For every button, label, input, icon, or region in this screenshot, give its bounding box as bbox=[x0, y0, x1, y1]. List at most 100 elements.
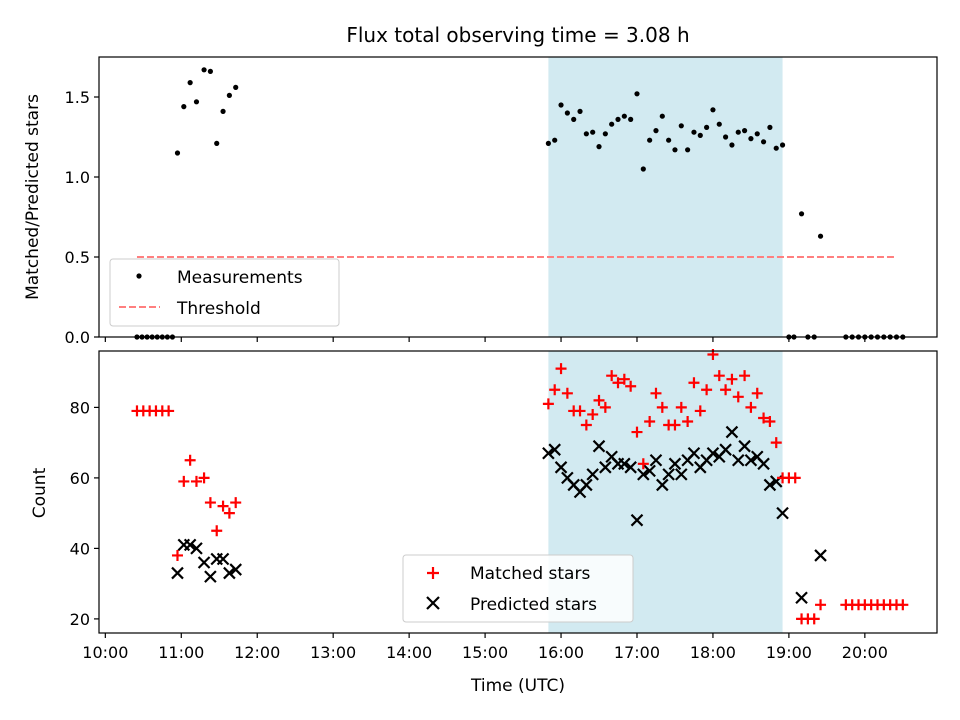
bottom-y-tick-label: 40 bbox=[70, 539, 90, 558]
matched-stars-point bbox=[644, 416, 656, 427]
matched-stars-point bbox=[606, 370, 618, 382]
measurement-point bbox=[691, 129, 697, 135]
predicted-stars-point bbox=[731, 453, 745, 467]
legend-predicted-label: Predicted stars bbox=[470, 595, 597, 615]
predicted-stars-point bbox=[763, 478, 777, 492]
measurement-point bbox=[590, 129, 596, 135]
matched-stars-point bbox=[625, 380, 637, 392]
top-y-axis-label: Matched/Predicted stars bbox=[23, 94, 43, 300]
predicted-stars-point bbox=[725, 425, 739, 439]
matched-stars-point bbox=[726, 373, 738, 385]
predicted-stars-point bbox=[738, 439, 751, 453]
measurement-point bbox=[735, 129, 741, 135]
measurement-point bbox=[602, 131, 608, 137]
x-tick-label: 11:00 bbox=[158, 643, 204, 662]
top-legend: Measurements Threshold bbox=[109, 258, 340, 327]
predicted-stars-point bbox=[719, 443, 732, 456]
matched-stars-point bbox=[694, 405, 706, 417]
measurement-point bbox=[577, 108, 583, 114]
measurement-point bbox=[779, 142, 786, 148]
bottom-y-tick-label: 20 bbox=[70, 610, 90, 629]
matched-stars-point bbox=[599, 401, 611, 413]
matched-stars-point bbox=[587, 408, 599, 420]
matched-stars-point bbox=[751, 387, 763, 399]
matched-stars-point bbox=[190, 475, 202, 487]
matched-stars-point bbox=[178, 475, 190, 487]
matched-stars-point bbox=[770, 437, 782, 449]
matched-stars-point bbox=[789, 472, 801, 484]
measurement-point bbox=[201, 67, 207, 73]
predicted-stars-point bbox=[190, 542, 203, 555]
measurement-point bbox=[233, 84, 239, 90]
matched-stars-point bbox=[669, 419, 681, 431]
measurement-point bbox=[628, 116, 634, 122]
measurement-point bbox=[723, 134, 729, 140]
matched-stars-point bbox=[739, 370, 751, 382]
measurement-point bbox=[798, 211, 805, 217]
matched-stars-point bbox=[171, 549, 183, 561]
matched-stars-point bbox=[682, 416, 694, 427]
measurement-point bbox=[220, 108, 226, 114]
x-tick-label: 20:00 bbox=[842, 643, 888, 662]
x-axis-label: Time (UTC) bbox=[470, 676, 565, 696]
matched-stars-point bbox=[211, 525, 223, 537]
predicted-stars-point bbox=[776, 506, 789, 520]
predicted-stars-point bbox=[675, 468, 688, 481]
bottom-legend: Matched stars Predicted stars bbox=[402, 554, 634, 623]
measurement-point bbox=[207, 68, 213, 74]
top-shaded-interval bbox=[548, 57, 783, 337]
predicted-stars-point bbox=[649, 453, 663, 467]
legend-matched-marker bbox=[427, 567, 439, 579]
measurement-point bbox=[596, 144, 602, 150]
predicted-stars-point bbox=[171, 566, 184, 580]
legend-measurements-marker bbox=[136, 273, 142, 279]
bottom-legend-box bbox=[402, 554, 634, 623]
matched-stars-point bbox=[217, 500, 229, 512]
x-tick-label: 13:00 bbox=[310, 643, 356, 662]
measurement-point bbox=[729, 142, 735, 148]
measurement-point bbox=[214, 140, 220, 146]
predicted-stars-point bbox=[229, 563, 242, 576]
measurement-point bbox=[653, 128, 659, 134]
matched-stars-point bbox=[549, 384, 561, 396]
measurement-point bbox=[226, 92, 232, 98]
predicted-stars-point bbox=[637, 468, 650, 481]
matched-stars-point bbox=[184, 454, 196, 466]
matched-stars-point bbox=[230, 497, 242, 509]
predicted-stars-point bbox=[656, 478, 669, 492]
predicted-stars-point bbox=[814, 549, 827, 562]
matched-stars-point bbox=[637, 458, 649, 470]
bottom-y-tick-label: 60 bbox=[70, 469, 90, 488]
legend-threshold-label: Threshold bbox=[176, 299, 261, 319]
x-tick-label: 14:00 bbox=[386, 643, 432, 662]
predicted-stars-point bbox=[706, 446, 720, 460]
matched-stars-point bbox=[163, 405, 175, 417]
bottom-axes-frame bbox=[98, 350, 938, 634]
measurement-point bbox=[741, 128, 748, 134]
measurement-point bbox=[710, 107, 716, 113]
predicted-stars-point bbox=[223, 566, 236, 580]
measurement-point bbox=[640, 166, 646, 172]
matched-stars-point bbox=[656, 401, 668, 413]
measurement-point bbox=[609, 121, 615, 127]
predicted-stars-point bbox=[757, 457, 770, 471]
matched-stars-point bbox=[720, 384, 732, 396]
matched-stars-point bbox=[223, 507, 235, 519]
predicted-stars-point bbox=[542, 446, 555, 460]
top-y-tick-label: 0.0 bbox=[65, 328, 90, 347]
top-y-tick-label: 1.5 bbox=[65, 88, 90, 107]
x-tick-label: 12:00 bbox=[234, 643, 280, 662]
measurement-point bbox=[685, 147, 691, 153]
top-panel: 0.0 0.5 1.0 1.5 Matched/Predicted stars Mea… bbox=[23, 56, 938, 347]
measurement-point bbox=[564, 110, 570, 116]
bottom-y-axis-label: Count bbox=[30, 467, 50, 518]
measurement-point bbox=[193, 99, 200, 105]
matched-stars-point bbox=[204, 497, 216, 509]
measurement-point bbox=[773, 145, 779, 151]
matched-stars-point bbox=[542, 398, 554, 410]
x-tick-label: 15:00 bbox=[462, 643, 508, 662]
measurement-point bbox=[704, 124, 710, 130]
measurement-point bbox=[174, 150, 181, 156]
predicted-stars-point bbox=[795, 591, 808, 605]
